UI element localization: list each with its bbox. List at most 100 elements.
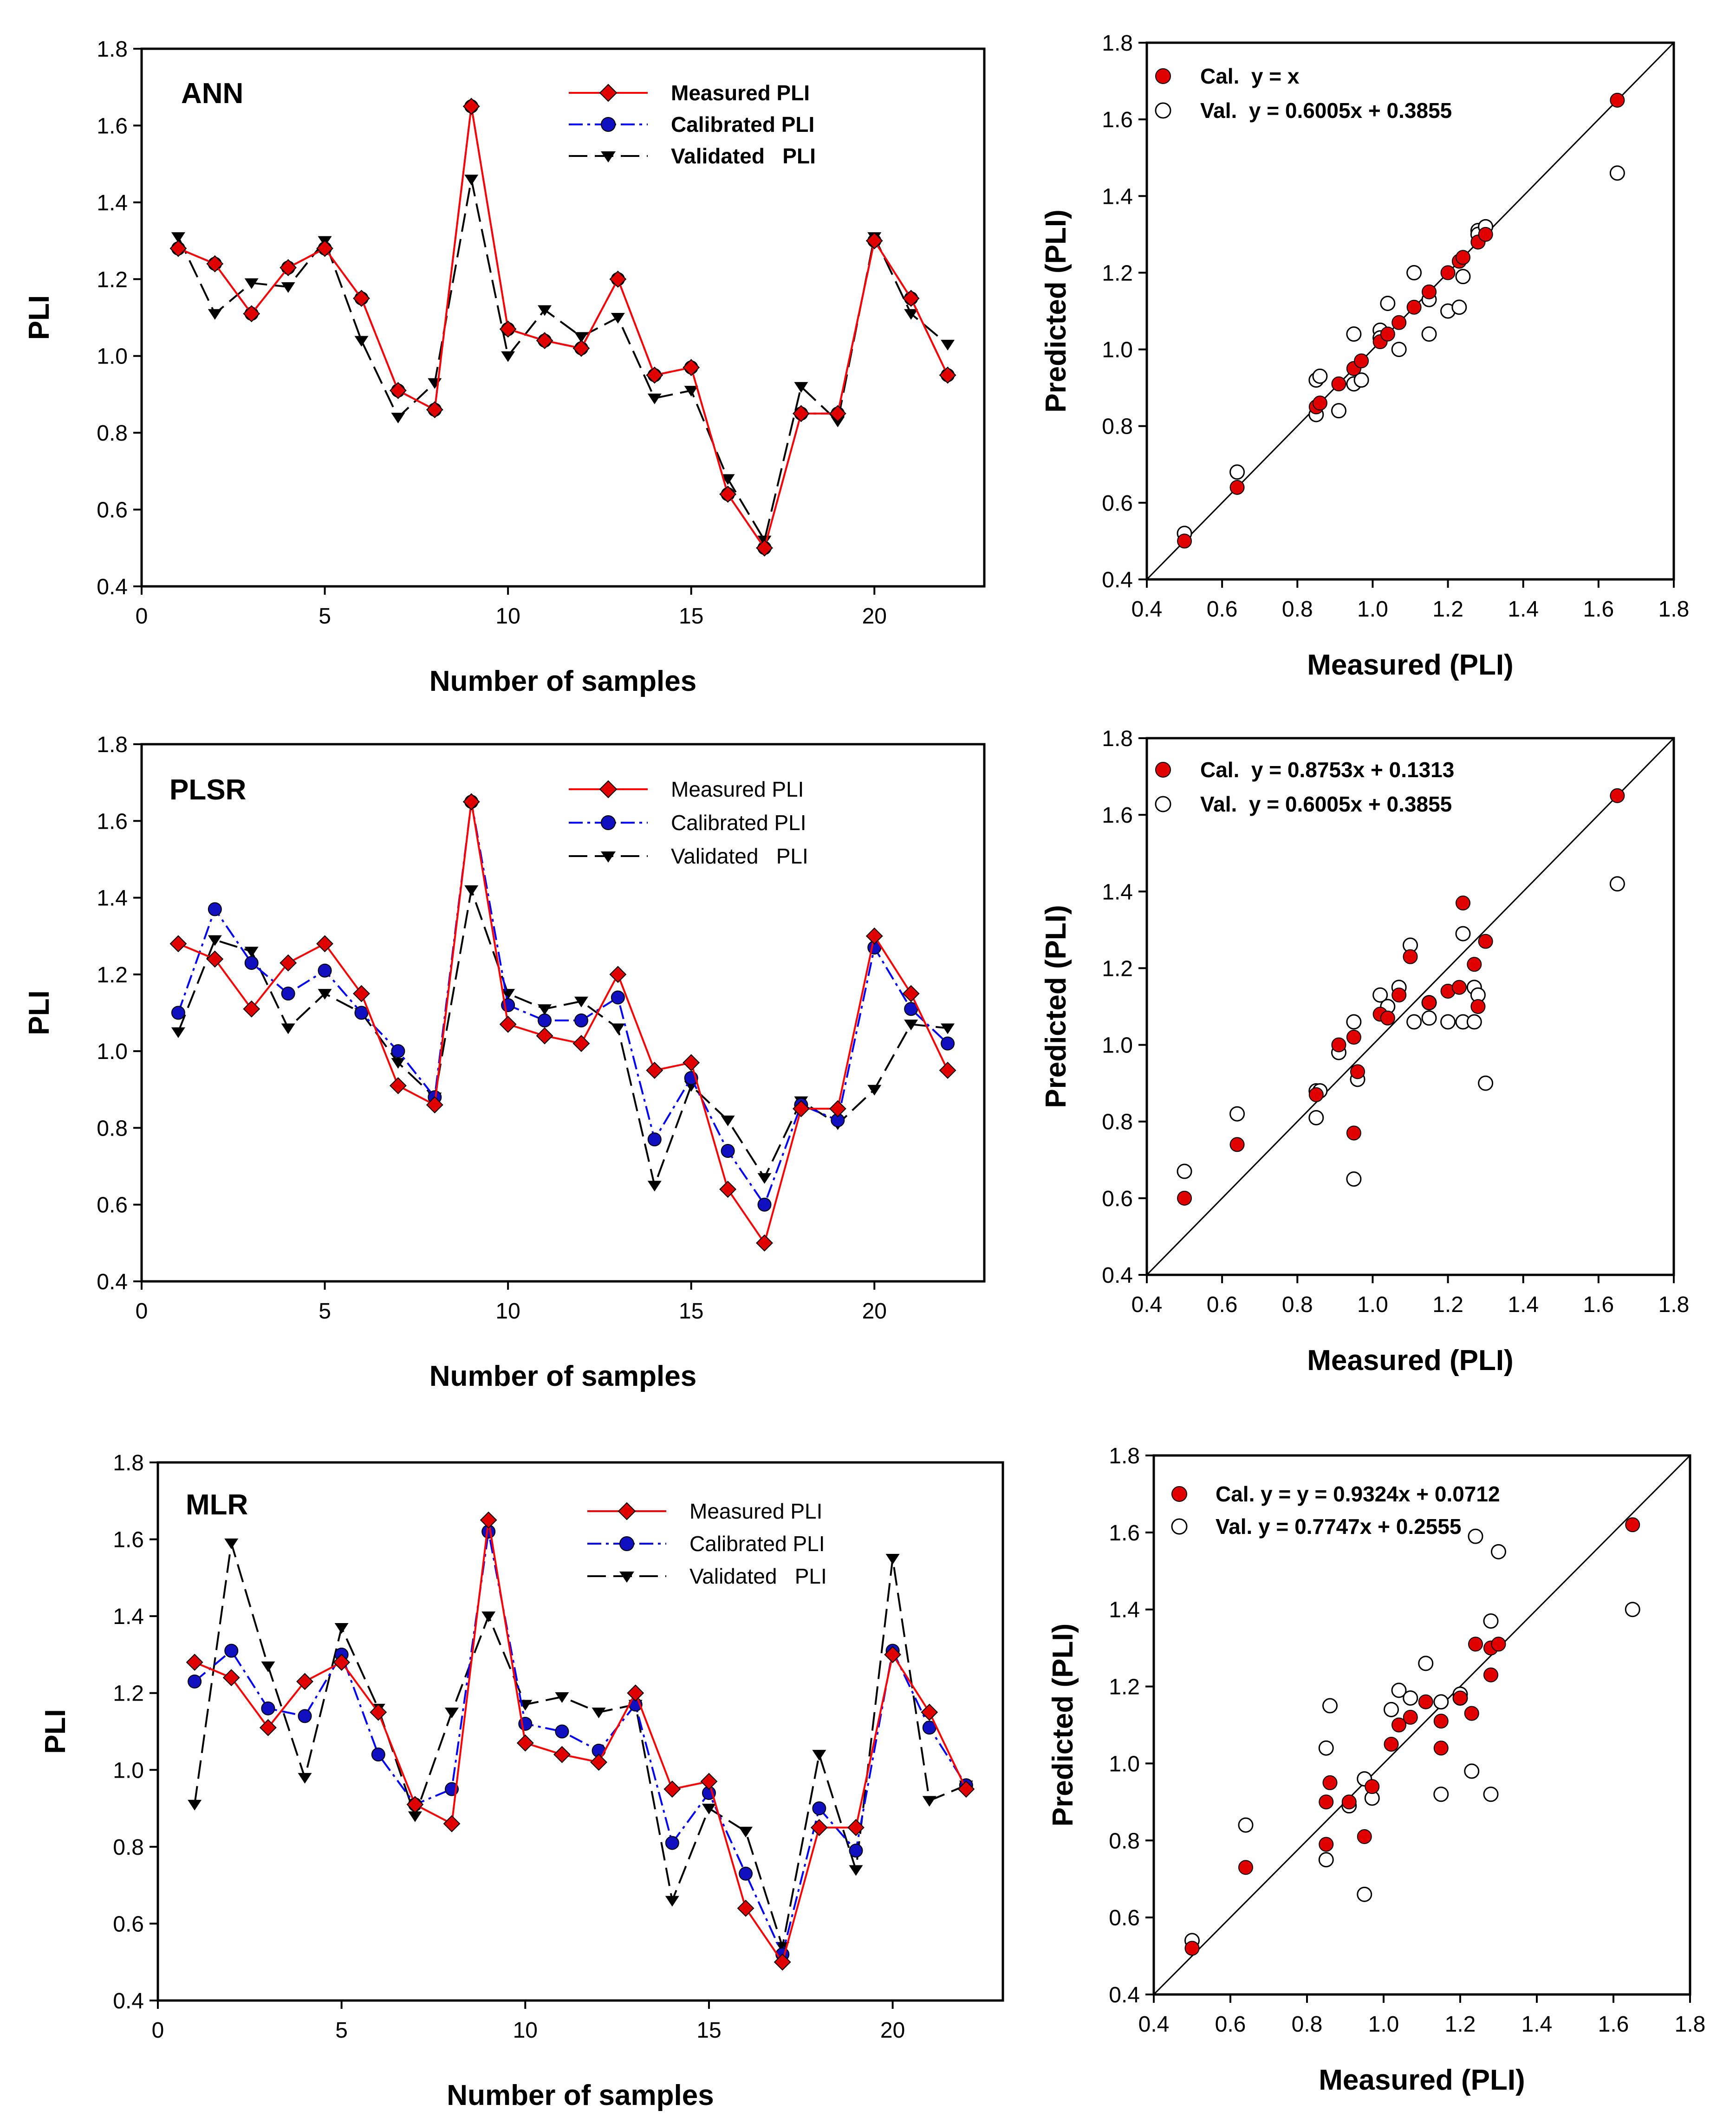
point-measured bbox=[353, 290, 370, 307]
mlr-legend: Measured PLI Calibrated PLI Validated PL… bbox=[587, 1499, 827, 1588]
y-tick-label: 1.8 bbox=[97, 37, 128, 62]
point-validated bbox=[318, 989, 332, 1000]
point-measured bbox=[370, 1703, 387, 1721]
point-calibration bbox=[1483, 1667, 1498, 1682]
point-measured bbox=[443, 1815, 461, 1832]
plsr-legend: Measured PLI Calibrated PLI Validated PL… bbox=[569, 777, 808, 868]
y-tick-label: 1.4 bbox=[97, 191, 128, 215]
point-calibration bbox=[1380, 326, 1395, 342]
x-tick-label: 1.0 bbox=[1357, 597, 1388, 622]
point-measured bbox=[719, 486, 737, 503]
x-tick-label: 10 bbox=[513, 2018, 538, 2043]
point-validation bbox=[1451, 299, 1467, 315]
point-calibration bbox=[1464, 1706, 1479, 1721]
point-validated bbox=[812, 1750, 826, 1761]
x-tick-label: 5 bbox=[335, 2018, 348, 2043]
point-calibrated bbox=[188, 1674, 202, 1689]
plsr-scatter-legend-val: Val. y = 0.6005x + 0.3855 bbox=[1200, 792, 1452, 816]
point-calibration bbox=[1308, 1087, 1324, 1102]
y-axis-label: Predicted (PLI) bbox=[1047, 1624, 1079, 1827]
series-line-measured bbox=[178, 801, 949, 1246]
point-validated bbox=[261, 1661, 275, 1672]
point-measured bbox=[389, 382, 407, 399]
point-measured bbox=[719, 1181, 737, 1198]
point-calibration bbox=[1380, 1010, 1395, 1026]
point-validated bbox=[244, 947, 259, 958]
point-validated bbox=[922, 1796, 936, 1807]
point-measured bbox=[499, 1015, 517, 1033]
point-validated bbox=[334, 1623, 349, 1634]
point-measured bbox=[259, 1719, 277, 1736]
y-tick-label: 0.6 bbox=[1109, 1906, 1140, 1930]
point-validation bbox=[1433, 1786, 1449, 1802]
point-validated bbox=[721, 1115, 735, 1126]
point-validation bbox=[1483, 1613, 1499, 1629]
point-validation bbox=[1384, 1702, 1399, 1717]
one-to-one-line bbox=[1146, 737, 1675, 1276]
point-validation bbox=[1318, 1852, 1334, 1868]
y-tick-label: 0.4 bbox=[1109, 1983, 1140, 2007]
point-validated bbox=[281, 282, 295, 293]
y-tick-label: 1.2 bbox=[1102, 956, 1133, 981]
point-calibrated bbox=[208, 902, 222, 916]
point-validated bbox=[867, 1085, 882, 1096]
point-calibrated bbox=[849, 1844, 863, 1858]
point-measured bbox=[683, 1054, 700, 1072]
point-measured bbox=[774, 1953, 791, 1971]
point-measured bbox=[516, 1734, 534, 1752]
point-calibration bbox=[1365, 1779, 1380, 1794]
plsr-scatter-plot: 0.4 0.6 0.8 1.0 1.2 1.4 1.6 1.8 0.4 0.6 0.8 1.0 1.2 1… bbox=[1040, 727, 1689, 1377]
point-calibrated bbox=[298, 1709, 312, 1723]
point-measured bbox=[353, 985, 370, 1002]
point-validated bbox=[555, 1692, 569, 1703]
point-calibrated bbox=[757, 1197, 772, 1212]
point-calibrated bbox=[665, 1836, 679, 1850]
y-tick-label: 0.4 bbox=[1102, 1263, 1133, 1288]
series-line-calibrated bbox=[194, 1531, 967, 1957]
point-calibration bbox=[1478, 934, 1493, 949]
ann-scatter-legend-val: Val. y = 0.6005x + 0.3855 bbox=[1200, 98, 1452, 123]
point-calibration bbox=[1354, 353, 1369, 369]
point-calibrated bbox=[171, 1006, 185, 1020]
series-line-measured bbox=[194, 1520, 967, 1964]
point-validated bbox=[941, 339, 955, 351]
point-validation bbox=[1403, 1690, 1418, 1706]
y-axis-label: PLI bbox=[39, 1709, 72, 1754]
y-tick-label: 1.4 bbox=[1109, 1598, 1140, 1623]
point-validation bbox=[1491, 1544, 1506, 1559]
y-tick-label: 1.2 bbox=[97, 267, 128, 292]
y-tick-label: 0.6 bbox=[1102, 1187, 1133, 1211]
point-measured bbox=[243, 305, 260, 323]
point-validation bbox=[1468, 1528, 1483, 1544]
point-validated bbox=[354, 336, 369, 347]
point-measured bbox=[280, 954, 297, 972]
point-calibration bbox=[1418, 1694, 1433, 1709]
point-calibration bbox=[1177, 533, 1192, 549]
x-tick-label: 1.4 bbox=[1508, 597, 1539, 622]
point-measured bbox=[646, 1062, 663, 1079]
point-measured bbox=[829, 405, 846, 422]
y-tick-label: 0.4 bbox=[97, 1270, 128, 1294]
point-calibrated bbox=[574, 1013, 588, 1028]
x-axis-label: Number of samples bbox=[447, 2079, 714, 2111]
point-measured bbox=[793, 1100, 810, 1117]
y-tick-label: 1.6 bbox=[113, 1528, 144, 1552]
y-tick-label: 0.6 bbox=[97, 498, 128, 523]
x-tick-label: 1.4 bbox=[1508, 1293, 1539, 1317]
point-measured bbox=[700, 1773, 718, 1790]
point-calibration bbox=[1456, 896, 1470, 911]
y-tick-label: 0.8 bbox=[97, 1116, 128, 1141]
point-validated bbox=[885, 1553, 900, 1565]
point-validated bbox=[408, 1811, 422, 1822]
point-calibration bbox=[1470, 999, 1486, 1014]
x-tick-label: 20 bbox=[862, 604, 887, 629]
point-validated bbox=[739, 1826, 753, 1838]
ann-series-chart: 0.4 0.6 0.8 1.0 1.2 1.4 1.6 1.8 0 5 10 15 20 Number o… bbox=[23, 37, 986, 697]
point-calibration bbox=[1440, 265, 1456, 280]
y-tick-label: 1.6 bbox=[1109, 1521, 1140, 1546]
point-calibrated bbox=[647, 1132, 662, 1147]
point-validated bbox=[171, 232, 185, 243]
point-validation bbox=[1238, 1817, 1254, 1833]
point-validated bbox=[904, 309, 918, 320]
point-calibration bbox=[1312, 396, 1327, 411]
